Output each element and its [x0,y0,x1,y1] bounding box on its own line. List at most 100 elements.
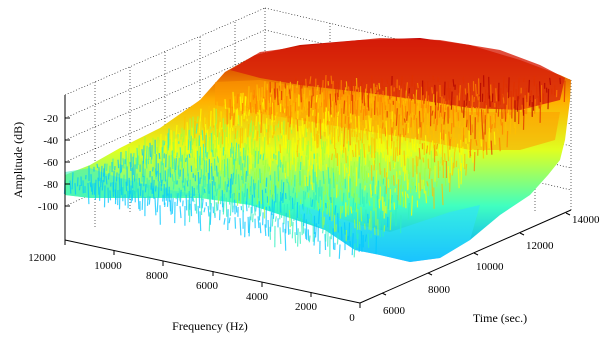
surface-texture-stroke [427,182,430,197]
surface-texture-stroke [426,181,429,187]
surface-texture-stroke [236,130,239,139]
surface-texture-stroke [170,130,173,152]
surface-texture-stroke [201,198,204,209]
surface-texture-stroke [372,153,375,165]
surface-texture-stroke [187,199,190,216]
surface-texture-stroke [386,193,388,214]
surface-texture-stroke [335,184,338,198]
surface-texture-stroke [451,162,454,176]
surface-texture-stroke [367,88,370,108]
surface-texture-stroke [260,146,263,155]
surface-texture-stroke [236,94,239,104]
surface-texture-stroke [393,162,396,170]
surface-texture-stroke [390,194,393,204]
surface-texture-stroke [255,95,258,113]
surface-texture-stroke [392,159,395,168]
surface-texture-stroke [350,206,353,214]
surface-texture-stroke [308,209,311,215]
surface-texture-stroke [423,112,426,119]
surface-texture-stroke [174,138,176,159]
surface-texture-stroke [279,113,282,134]
surface-texture-stroke [169,139,171,146]
surface-texture-stroke [353,113,355,119]
surface-texture-stroke [448,131,451,146]
surface-texture-stroke [362,109,365,121]
surface-texture-stroke [147,179,150,201]
surface-texture-stroke [288,182,291,201]
surface-texture-stroke [256,84,259,102]
surface-texture-stroke [288,140,291,157]
surface-texture-stroke [262,98,265,110]
surface-texture-stroke [326,90,328,107]
time-tick-label: 10000 [476,261,504,273]
surface-texture-stroke [228,217,231,224]
surface-texture-stroke [258,137,261,160]
surface-texture-stroke [331,153,333,161]
surface-texture-stroke [399,88,402,108]
surface-texture-stroke [97,177,100,195]
surface-texture-stroke [186,180,189,187]
surface-texture-stroke [152,179,155,194]
surface-texture-stroke [370,108,373,118]
surface-texture-stroke [228,147,230,157]
surface-texture-stroke [245,170,248,182]
surface-texture-stroke [447,142,450,162]
surface-texture-stroke [364,223,366,230]
surface-texture-stroke [499,87,502,105]
surface-texture-stroke [197,139,200,159]
surface-texture-stroke [301,82,304,89]
surface-texture-stroke [368,115,371,131]
surface-texture-stroke [547,88,550,110]
surface-texture-stroke [233,158,236,179]
surface-texture-stroke [311,199,314,208]
surface-texture-stroke [276,88,279,106]
surface-texture-stroke [325,127,328,139]
surface-texture-stroke [504,102,507,122]
surface-texture-stroke [244,128,247,144]
surface-texture-stroke [216,101,219,114]
surface-texture-stroke [419,110,421,128]
surface-texture-stroke [529,90,532,101]
frequency-axis-title: Frequency (Hz) [172,319,248,333]
surface-texture-stroke [360,206,363,222]
surface-texture-stroke [311,182,314,191]
surface-texture-stroke [331,203,334,222]
surface-texture-stroke [447,81,450,101]
surface-texture-stroke [393,175,395,186]
surface-texture-stroke [183,116,186,130]
surface-texture-stroke [310,95,313,108]
surface-red-peak [230,38,565,110]
surface-texture-stroke [506,130,509,148]
surface-texture-stroke [259,222,262,234]
surface-texture-stroke [379,211,382,229]
surface-texture-stroke [431,140,434,146]
surface-texture-stroke [222,170,225,192]
surface-texture-stroke [276,176,279,188]
surface-texture-stroke [342,177,344,186]
surface-texture-stroke [201,130,204,141]
surface-texture-stroke [424,135,427,149]
surface-texture-stroke [337,213,339,233]
surface-texture-stroke [93,182,96,195]
surface-texture-stroke [424,98,427,113]
surface-texture-stroke [491,124,493,130]
surface-texture-stroke [275,96,278,117]
time-tick-label: 6000 [383,305,406,317]
surface-texture-stroke [397,149,400,162]
surface-texture-stroke [461,126,463,149]
surface-texture-stroke [294,159,297,172]
surface-texture-stroke [100,165,103,183]
surface-texture-stroke [279,227,282,245]
surface-texture-stroke [136,147,139,166]
surface-texture-stroke [306,83,309,88]
surface-texture-stroke [322,227,324,234]
surface-texture-stroke [304,191,307,200]
surface-texture-stroke [317,201,320,211]
surface-texture-stroke [460,162,463,185]
surface-texture-stroke [291,150,294,165]
surface-texture-stroke [469,138,472,158]
surface-texture-stroke [220,136,223,148]
surface-texture-stroke [440,96,443,117]
surface-texture-stroke [198,155,201,170]
surface-texture-stroke [465,163,468,176]
